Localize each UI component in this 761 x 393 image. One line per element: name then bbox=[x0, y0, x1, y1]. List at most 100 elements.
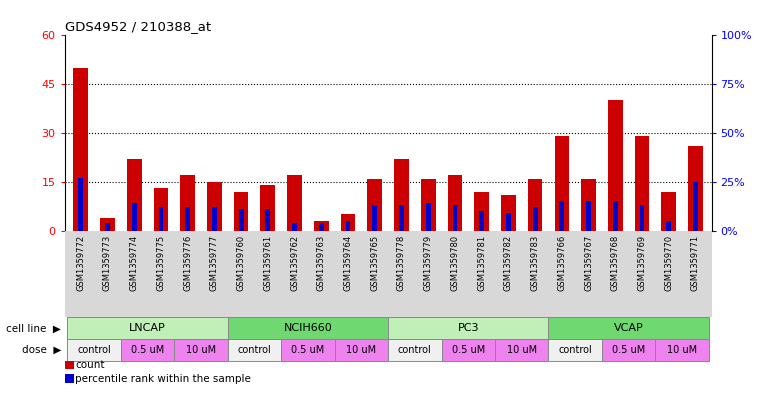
Bar bbox=[372, 205, 377, 231]
Text: GSM1359770: GSM1359770 bbox=[664, 235, 673, 291]
Text: NCIH660: NCIH660 bbox=[284, 323, 333, 333]
Text: GSM1359775: GSM1359775 bbox=[157, 235, 165, 291]
Bar bbox=[549, 339, 602, 361]
Bar bbox=[549, 318, 708, 339]
Text: GSM1359763: GSM1359763 bbox=[317, 235, 326, 291]
Bar bbox=[506, 213, 511, 231]
Bar bbox=[426, 203, 431, 231]
Text: 10 uM: 10 uM bbox=[186, 345, 216, 355]
Text: GSM1359765: GSM1359765 bbox=[371, 235, 379, 291]
Bar bbox=[234, 192, 248, 231]
Bar bbox=[655, 339, 708, 361]
Bar bbox=[602, 339, 655, 361]
Text: control: control bbox=[77, 345, 111, 355]
Bar bbox=[121, 339, 174, 361]
Text: GSM1359760: GSM1359760 bbox=[237, 235, 246, 291]
Bar bbox=[260, 185, 275, 231]
Bar bbox=[555, 136, 569, 231]
Bar bbox=[479, 211, 484, 231]
Bar bbox=[688, 146, 703, 231]
Bar bbox=[474, 192, 489, 231]
Text: GSM1359772: GSM1359772 bbox=[76, 235, 85, 291]
Bar bbox=[100, 218, 115, 231]
Bar bbox=[501, 195, 516, 231]
Text: GSM1359767: GSM1359767 bbox=[584, 235, 593, 291]
Bar bbox=[559, 201, 564, 231]
Text: 10 uM: 10 uM bbox=[346, 345, 377, 355]
Text: GSM1359781: GSM1359781 bbox=[477, 235, 486, 291]
Bar bbox=[453, 205, 457, 231]
Bar bbox=[693, 182, 698, 231]
Text: GSM1359774: GSM1359774 bbox=[129, 235, 139, 291]
Bar bbox=[635, 136, 649, 231]
Bar bbox=[314, 221, 329, 231]
Bar bbox=[447, 175, 462, 231]
Bar bbox=[132, 203, 136, 231]
Bar bbox=[441, 339, 495, 361]
Bar bbox=[158, 207, 164, 231]
Bar bbox=[613, 201, 618, 231]
Bar bbox=[68, 339, 121, 361]
Bar bbox=[581, 178, 596, 231]
Bar bbox=[335, 339, 388, 361]
Text: GSM1359783: GSM1359783 bbox=[530, 235, 540, 291]
Bar bbox=[341, 215, 355, 231]
Bar bbox=[495, 339, 549, 361]
Text: GSM1359762: GSM1359762 bbox=[290, 235, 299, 291]
Bar bbox=[661, 192, 676, 231]
Text: GSM1359766: GSM1359766 bbox=[557, 235, 566, 291]
Text: 10 uM: 10 uM bbox=[507, 345, 537, 355]
Bar bbox=[282, 339, 335, 361]
Text: GSM1359777: GSM1359777 bbox=[210, 235, 219, 291]
Text: 0.5 uM: 0.5 uM bbox=[291, 345, 324, 355]
Bar bbox=[640, 205, 645, 231]
Bar bbox=[68, 318, 228, 339]
Text: dose  ▶: dose ▶ bbox=[21, 345, 61, 355]
Bar bbox=[528, 178, 543, 231]
Bar bbox=[127, 159, 142, 231]
Text: GSM1359761: GSM1359761 bbox=[263, 235, 272, 291]
Text: GSM1359780: GSM1359780 bbox=[451, 235, 460, 291]
Bar bbox=[212, 207, 217, 231]
Text: 0.5 uM: 0.5 uM bbox=[452, 345, 485, 355]
Text: GSM1359768: GSM1359768 bbox=[611, 235, 619, 291]
Bar bbox=[174, 339, 228, 361]
Bar bbox=[287, 175, 302, 231]
Bar bbox=[207, 182, 221, 231]
Text: control: control bbox=[398, 345, 431, 355]
Text: GSM1359764: GSM1359764 bbox=[343, 235, 352, 291]
Bar bbox=[388, 318, 549, 339]
Text: cell line  ▶: cell line ▶ bbox=[6, 323, 61, 333]
Bar bbox=[319, 223, 323, 231]
Bar bbox=[608, 101, 622, 231]
Text: VCAP: VCAP bbox=[614, 323, 644, 333]
Text: LNCAP: LNCAP bbox=[129, 323, 166, 333]
Bar bbox=[388, 339, 441, 361]
Bar bbox=[368, 178, 382, 231]
Bar bbox=[667, 221, 671, 231]
Text: GSM1359782: GSM1359782 bbox=[504, 235, 513, 291]
Bar bbox=[421, 178, 435, 231]
Bar bbox=[533, 207, 537, 231]
Text: 0.5 uM: 0.5 uM bbox=[612, 345, 645, 355]
Text: GDS4952 / 210388_at: GDS4952 / 210388_at bbox=[65, 20, 211, 33]
Text: GSM1359769: GSM1359769 bbox=[638, 235, 647, 291]
Bar bbox=[586, 201, 591, 231]
Bar bbox=[292, 223, 297, 231]
Text: PC3: PC3 bbox=[457, 323, 479, 333]
Text: control: control bbox=[559, 345, 592, 355]
Text: 0.5 uM: 0.5 uM bbox=[131, 345, 164, 355]
Text: 10 uM: 10 uM bbox=[667, 345, 697, 355]
Bar bbox=[73, 68, 88, 231]
Text: GSM1359771: GSM1359771 bbox=[691, 235, 700, 291]
Text: GSM1359778: GSM1359778 bbox=[397, 235, 406, 291]
Bar bbox=[239, 209, 244, 231]
Bar bbox=[228, 318, 388, 339]
Text: count: count bbox=[75, 360, 105, 370]
Text: GSM1359773: GSM1359773 bbox=[103, 235, 112, 291]
Bar bbox=[345, 221, 350, 231]
Bar bbox=[266, 209, 270, 231]
Bar bbox=[228, 339, 282, 361]
Bar bbox=[180, 175, 195, 231]
Bar bbox=[105, 223, 110, 231]
